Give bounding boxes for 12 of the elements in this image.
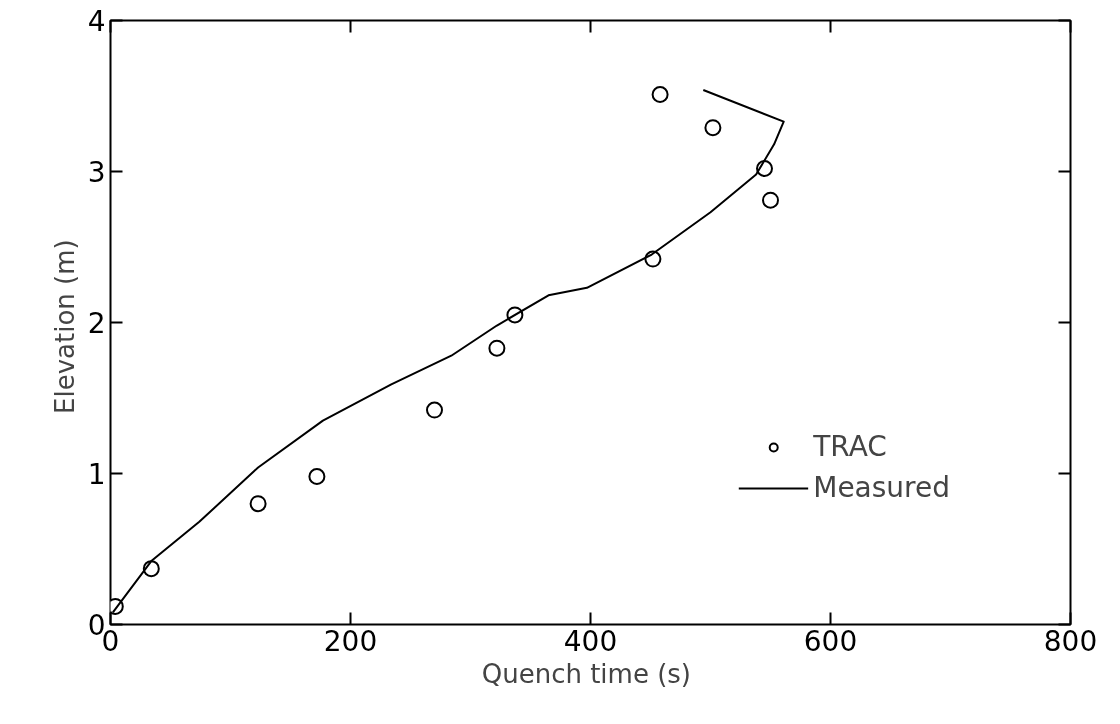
x-axis-title: Quench time (s) [481, 658, 692, 689]
y-tick-label: 4 [87, 5, 106, 38]
y-tick-label: 3 [87, 156, 106, 189]
x-tick-label: 600 [803, 624, 858, 658]
legend-label: Measured [813, 471, 950, 504]
legend-label: TRAC [813, 430, 887, 463]
x-tick-label: 400 [563, 624, 618, 658]
y-axis-title: Elevation (m) [49, 239, 80, 414]
x-tick-label: 800 [1043, 624, 1098, 658]
y-tick-label: 1 [87, 458, 106, 491]
y-tick-label: 2 [87, 307, 106, 340]
x-tick-label: 200 [323, 624, 378, 658]
